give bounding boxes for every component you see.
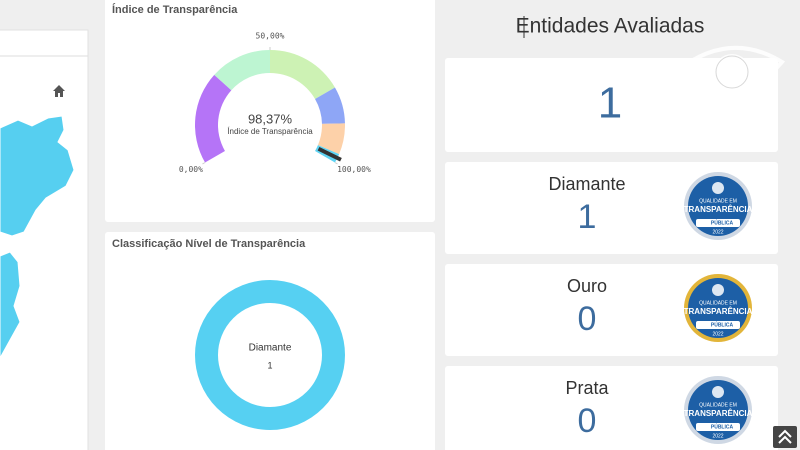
card-value: 0 <box>578 402 597 440</box>
gauge-band[interactable] <box>194 74 232 163</box>
gauge-band[interactable] <box>214 49 270 91</box>
badge-text: 2022 <box>712 433 723 439</box>
badge-text: 2022 <box>712 331 723 337</box>
donut-center-value: 1 <box>267 360 272 370</box>
donut-slice[interactable] <box>195 280 345 430</box>
summary-title: Entidades Avaliadas <box>516 15 705 38</box>
badge-strip <box>696 423 740 431</box>
card-label: Diamante <box>548 174 625 194</box>
summary-card <box>445 58 778 152</box>
badge-text: TRANSPARÊNCIA <box>684 307 753 316</box>
badge-strip <box>696 321 740 329</box>
gauge-tick <box>334 162 338 165</box>
gauge: 0,00% 50,00% 100,00% <box>179 32 371 175</box>
gauge-caption: Índice de Transparência <box>227 127 313 136</box>
badge-strip <box>696 219 740 227</box>
panel-title: Classificação Nível de Transparência <box>112 238 306 250</box>
gauge-panel <box>105 0 435 222</box>
gauge-value: 98,37% <box>248 111 293 126</box>
donut-center-label: Diamante <box>249 343 292 354</box>
gauge-tick-label: 100,00% <box>337 165 371 174</box>
badge-icon <box>712 386 724 398</box>
badge-text: PÚBLICA <box>711 321 734 328</box>
badge-text: QUALIDADE EM <box>699 402 737 408</box>
card-label: Ouro <box>567 276 607 296</box>
map-panel <box>0 29 89 450</box>
badge-text: PÚBLICA <box>711 423 734 430</box>
gauge-band[interactable] <box>317 123 345 155</box>
gauge-tick-label: 0,00% <box>179 165 203 174</box>
summary-value: 1 <box>598 79 622 128</box>
gauge-band[interactable] <box>270 50 335 99</box>
gauge-needle <box>317 146 342 162</box>
card-value: 1 <box>578 198 597 236</box>
badge-text: QUALIDADE EM <box>699 198 737 204</box>
home-icon[interactable] <box>53 85 65 97</box>
badge-text: PÚBLICA <box>711 219 734 226</box>
donut <box>195 280 345 430</box>
logo-outline <box>715 55 749 89</box>
badge-icon <box>712 284 724 296</box>
card-label: Prata <box>565 378 609 398</box>
gauge-tick-label: 50,00% <box>256 32 285 41</box>
scroll-top-icon <box>778 429 792 444</box>
badge-text: 2022 <box>712 229 723 235</box>
badge-text: QUALIDADE EM <box>699 300 737 306</box>
panel-title: Índice de Transparência <box>112 3 238 16</box>
gauge-tick <box>202 162 206 165</box>
map-shape[interactable] <box>0 115 75 360</box>
donut-panel <box>105 232 435 450</box>
badge-text: TRANSPARÊNCIA <box>684 409 753 418</box>
gauge-band[interactable] <box>315 87 345 124</box>
badge-icon <box>712 182 724 194</box>
badge-text: TRANSPARÊNCIA <box>684 205 753 214</box>
card-value: 0 <box>578 300 597 338</box>
